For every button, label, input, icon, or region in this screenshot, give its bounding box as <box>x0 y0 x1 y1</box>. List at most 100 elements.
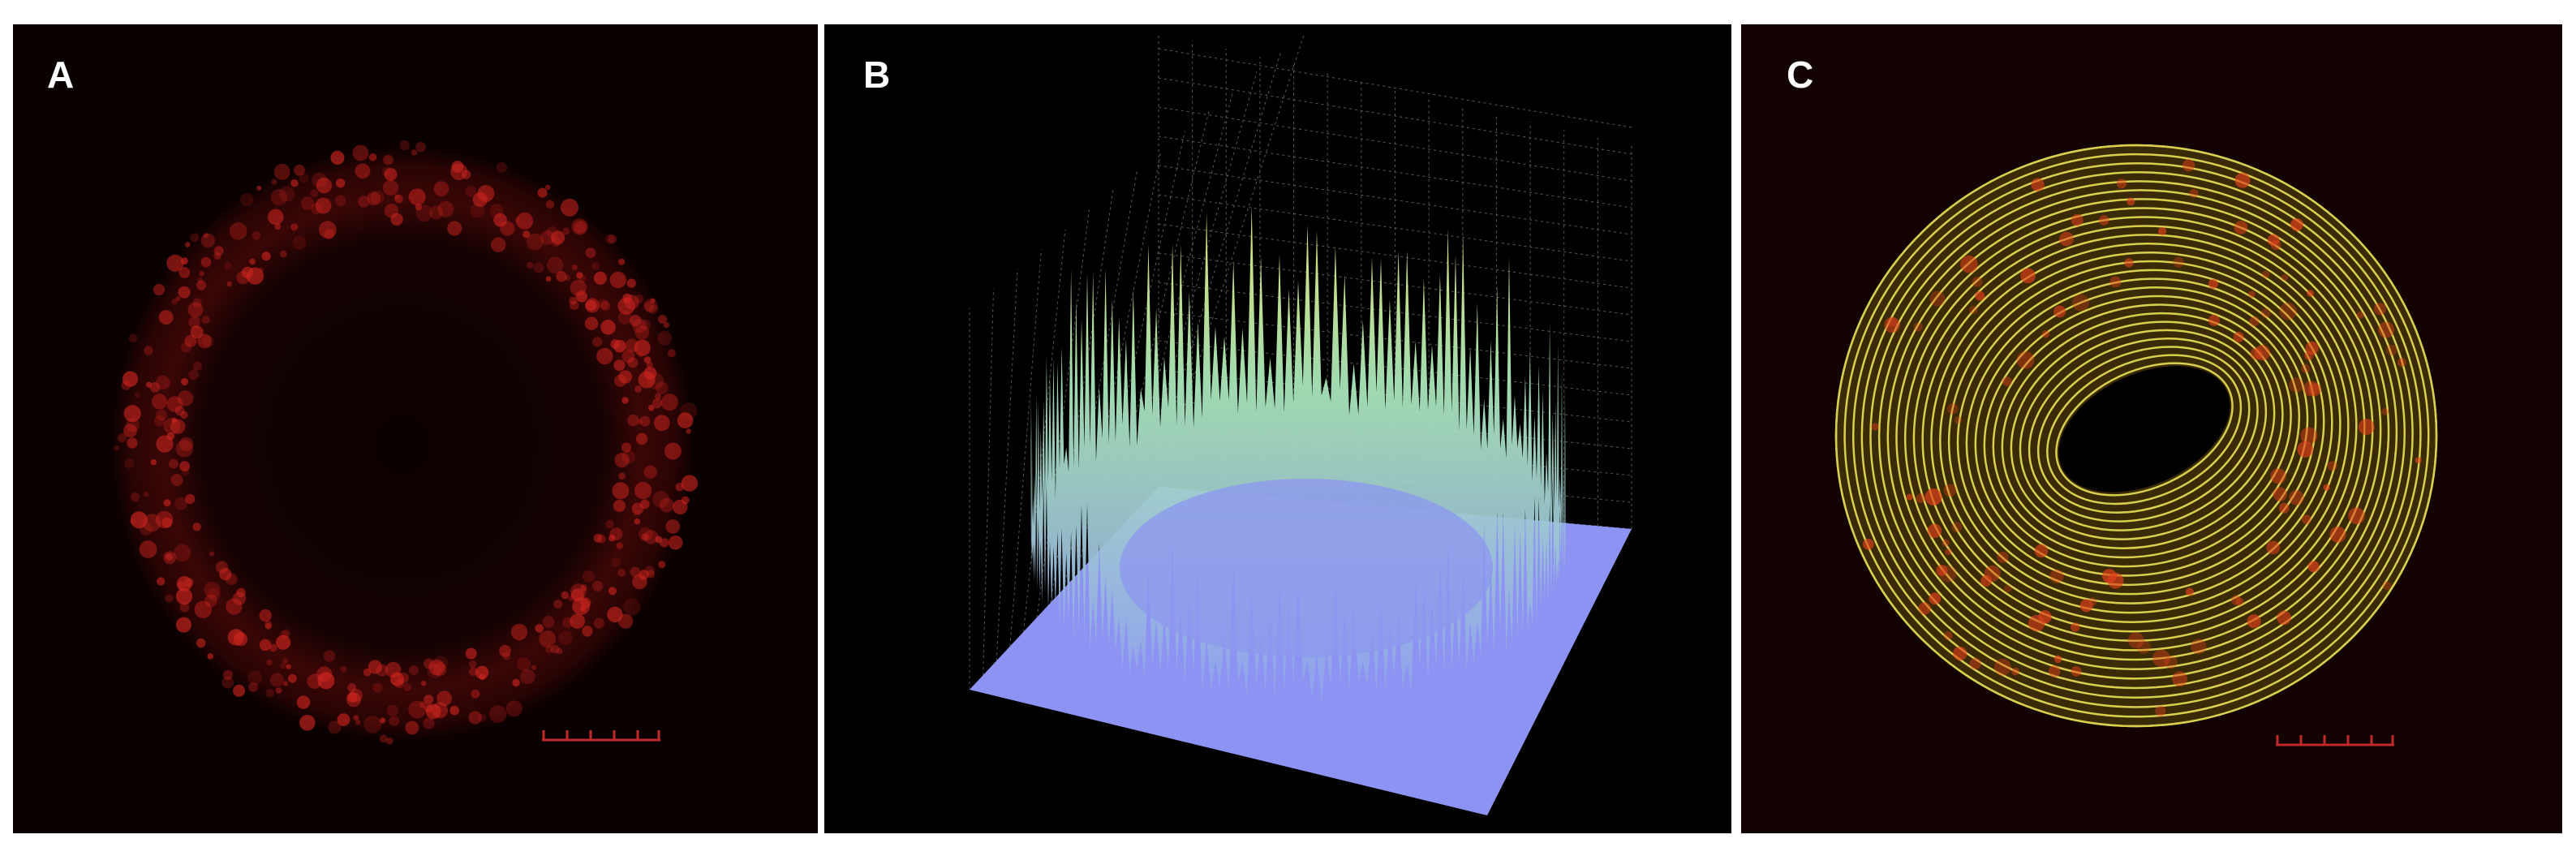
spot <box>551 230 566 245</box>
spot <box>385 737 393 745</box>
spot <box>638 352 643 358</box>
spot <box>204 594 217 608</box>
spot <box>618 613 634 629</box>
spot <box>352 144 369 161</box>
spot <box>367 191 381 206</box>
spot <box>591 337 603 347</box>
spot <box>634 518 640 525</box>
spot <box>2278 502 2290 514</box>
spot <box>488 705 507 723</box>
spot <box>267 209 284 226</box>
spot <box>1980 574 1993 587</box>
spot <box>2034 544 2049 558</box>
spot <box>233 684 246 697</box>
spot <box>643 465 657 479</box>
spot <box>2300 427 2318 445</box>
contour <box>1939 251 2342 614</box>
spot <box>2152 649 2170 668</box>
spot <box>179 461 191 472</box>
spot <box>124 458 135 469</box>
spot <box>1913 322 1923 332</box>
spot <box>1947 403 1959 415</box>
spot <box>585 299 597 312</box>
contour <box>1992 303 2292 559</box>
spot <box>1969 305 1978 315</box>
spot <box>621 442 632 453</box>
spot <box>2281 273 2289 282</box>
spot <box>447 221 462 236</box>
spot <box>2234 221 2248 234</box>
spot <box>1936 565 1948 576</box>
contour <box>1834 144 2438 728</box>
spot <box>545 184 551 190</box>
spot <box>545 276 552 282</box>
spot <box>275 687 282 695</box>
spot <box>372 682 383 693</box>
spot <box>1924 488 1942 505</box>
spot <box>379 734 388 743</box>
spot <box>226 598 243 615</box>
spot <box>2273 487 2287 501</box>
spot <box>349 688 363 703</box>
contour <box>1895 207 2382 661</box>
spot <box>149 382 161 393</box>
spot <box>592 580 604 591</box>
grid-line <box>1144 52 1281 502</box>
spot <box>334 195 346 206</box>
spot <box>192 298 202 308</box>
grid-line <box>1023 229 1066 632</box>
spot <box>531 665 537 670</box>
spot <box>409 665 419 675</box>
spot <box>2415 457 2422 464</box>
spot <box>2164 656 2178 669</box>
spot <box>470 203 485 218</box>
panel-label: B <box>863 54 890 96</box>
spot <box>650 298 656 303</box>
spot <box>499 644 511 657</box>
spot <box>259 639 272 652</box>
spot <box>617 569 626 577</box>
spot <box>424 695 434 705</box>
spot <box>130 518 136 525</box>
spot <box>634 385 643 394</box>
grid-line <box>1090 131 1185 560</box>
spot <box>282 658 289 665</box>
spot <box>2020 268 2036 284</box>
spot <box>653 415 670 432</box>
spot <box>192 523 201 531</box>
spot <box>537 187 548 198</box>
spot <box>300 196 315 210</box>
spot <box>184 334 197 347</box>
spot <box>2185 587 2194 596</box>
spot <box>1916 493 1926 504</box>
spot <box>550 645 560 654</box>
spot <box>199 271 204 277</box>
spot <box>2386 344 2398 356</box>
spot <box>2247 614 2261 629</box>
spot <box>2358 419 2375 435</box>
spot <box>290 223 299 231</box>
spot <box>468 711 482 725</box>
spot <box>419 701 427 708</box>
spot <box>576 290 587 303</box>
spot <box>613 374 627 387</box>
spot <box>609 527 623 540</box>
spot <box>2071 622 2080 632</box>
spot <box>315 197 332 214</box>
spot <box>593 617 604 629</box>
spot <box>2071 666 2082 677</box>
spot <box>527 261 534 269</box>
spot <box>570 300 579 310</box>
spot <box>574 221 587 234</box>
spot <box>2270 239 2281 251</box>
spot <box>658 561 666 569</box>
contour <box>1965 277 2317 587</box>
panel-label: C <box>1787 54 1813 96</box>
spot <box>553 600 563 609</box>
spot <box>158 310 174 325</box>
spot <box>496 161 508 173</box>
spot <box>2071 213 2084 226</box>
spot <box>144 346 153 355</box>
spot <box>609 271 626 289</box>
